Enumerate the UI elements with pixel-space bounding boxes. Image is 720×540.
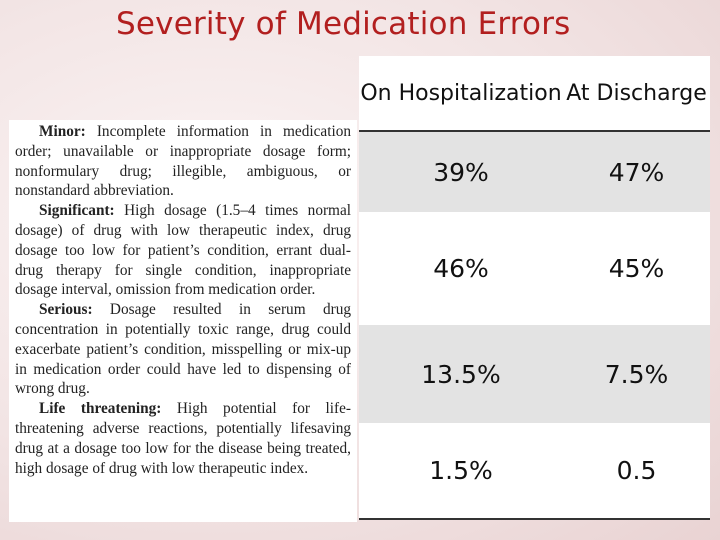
error-rate-table: On Hospitalization At Discharge 39% 47% … bbox=[359, 56, 710, 520]
definition-term: Serious: bbox=[39, 301, 93, 319]
definition-text: Dosage resulted in serum drug concentrat… bbox=[15, 301, 352, 398]
definition-term: Significant: bbox=[39, 202, 115, 220]
table-header-row: On Hospitalization At Discharge bbox=[359, 56, 710, 132]
definition-text: High potential for life-threatening adve… bbox=[15, 400, 352, 477]
definition-significant: Significant: High dosage (1.5–4 times no… bbox=[15, 201, 351, 300]
table-cell: 39% bbox=[359, 131, 563, 212]
table-row: 39% 47% bbox=[359, 131, 710, 212]
definition-minor: Minor: Incomplete information in medicat… bbox=[15, 122, 351, 201]
header-at-discharge: At Discharge bbox=[563, 56, 710, 132]
table-row: 1.5% 0.5 bbox=[359, 423, 710, 520]
definition-term: Minor: bbox=[39, 123, 86, 140]
definition-text: Incomplete information in medication ord… bbox=[15, 123, 351, 200]
table-cell: 1.5% bbox=[359, 423, 563, 520]
table-cell: 13.5% bbox=[359, 325, 563, 423]
table-cell: 47% bbox=[563, 131, 710, 212]
severity-definitions-panel: Minor: Incomplete information in medicat… bbox=[9, 120, 357, 522]
definition-life-threatening: Life threatening: High potential for lif… bbox=[15, 399, 351, 478]
definition-text: High dosage (1.5–4 times normal dosage) … bbox=[15, 202, 351, 299]
table-cell: 45% bbox=[563, 212, 710, 325]
definition-term: Life threatening: bbox=[39, 400, 162, 418]
table-row: 46% 45% bbox=[359, 212, 710, 325]
slide-title: Severity of Medication Errors bbox=[116, 6, 571, 42]
table-cell: 7.5% bbox=[563, 325, 710, 423]
definition-serious: Serious: Dosage resulted in serum drug c… bbox=[15, 300, 351, 399]
table-cell: 46% bbox=[359, 212, 563, 325]
header-on-hospitalization: On Hospitalization bbox=[359, 56, 563, 132]
table-row: 13.5% 7.5% bbox=[359, 325, 710, 423]
table-cell: 0.5 bbox=[563, 423, 710, 520]
